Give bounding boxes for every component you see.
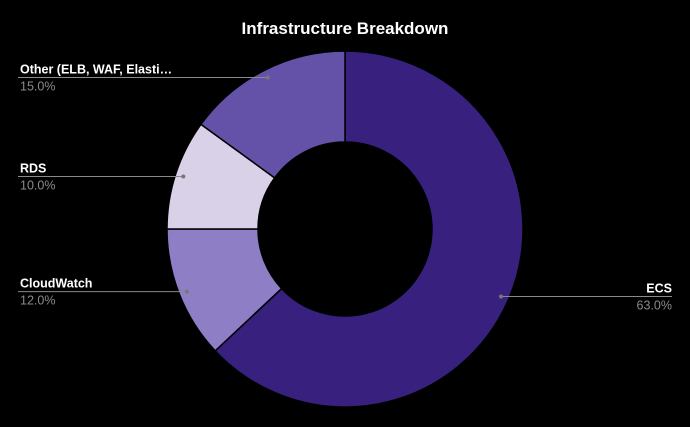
donut-slice-ecs[interactable] <box>214 50 524 408</box>
slice-label-cloudwatch: CloudWatch <box>20 277 92 291</box>
slice-percent-cloudwatch: 12.0% <box>20 294 55 308</box>
leader-dot-rds <box>181 174 186 179</box>
slice-annotations: ECS 63.0% CloudWatch 12.0% RDS 10.0% Other (EL… <box>18 63 672 313</box>
slice-percent-rds: 10.0% <box>20 178 55 192</box>
donut-slice-other-elb-waf-elasti[interactable] <box>200 50 346 179</box>
slice-percent-other-elb-waf-elasti: 15.0% <box>20 80 55 94</box>
slice-label-rds: RDS <box>20 161 46 175</box>
slice-percent-ecs: 63.0% <box>637 299 672 313</box>
leader-dot-ecs <box>499 294 504 299</box>
leader-dot-cloudwatch <box>184 289 189 294</box>
leader-dot-other-elb-waf-elasti <box>265 75 270 80</box>
donut-slices <box>166 50 524 408</box>
chart-title: Infrastructure Breakdown <box>242 19 449 38</box>
slice-label-other-elb-waf-elasti: Other (ELB, WAF, Elasti… <box>20 63 172 77</box>
slice-label-ecs: ECS <box>646 282 672 296</box>
